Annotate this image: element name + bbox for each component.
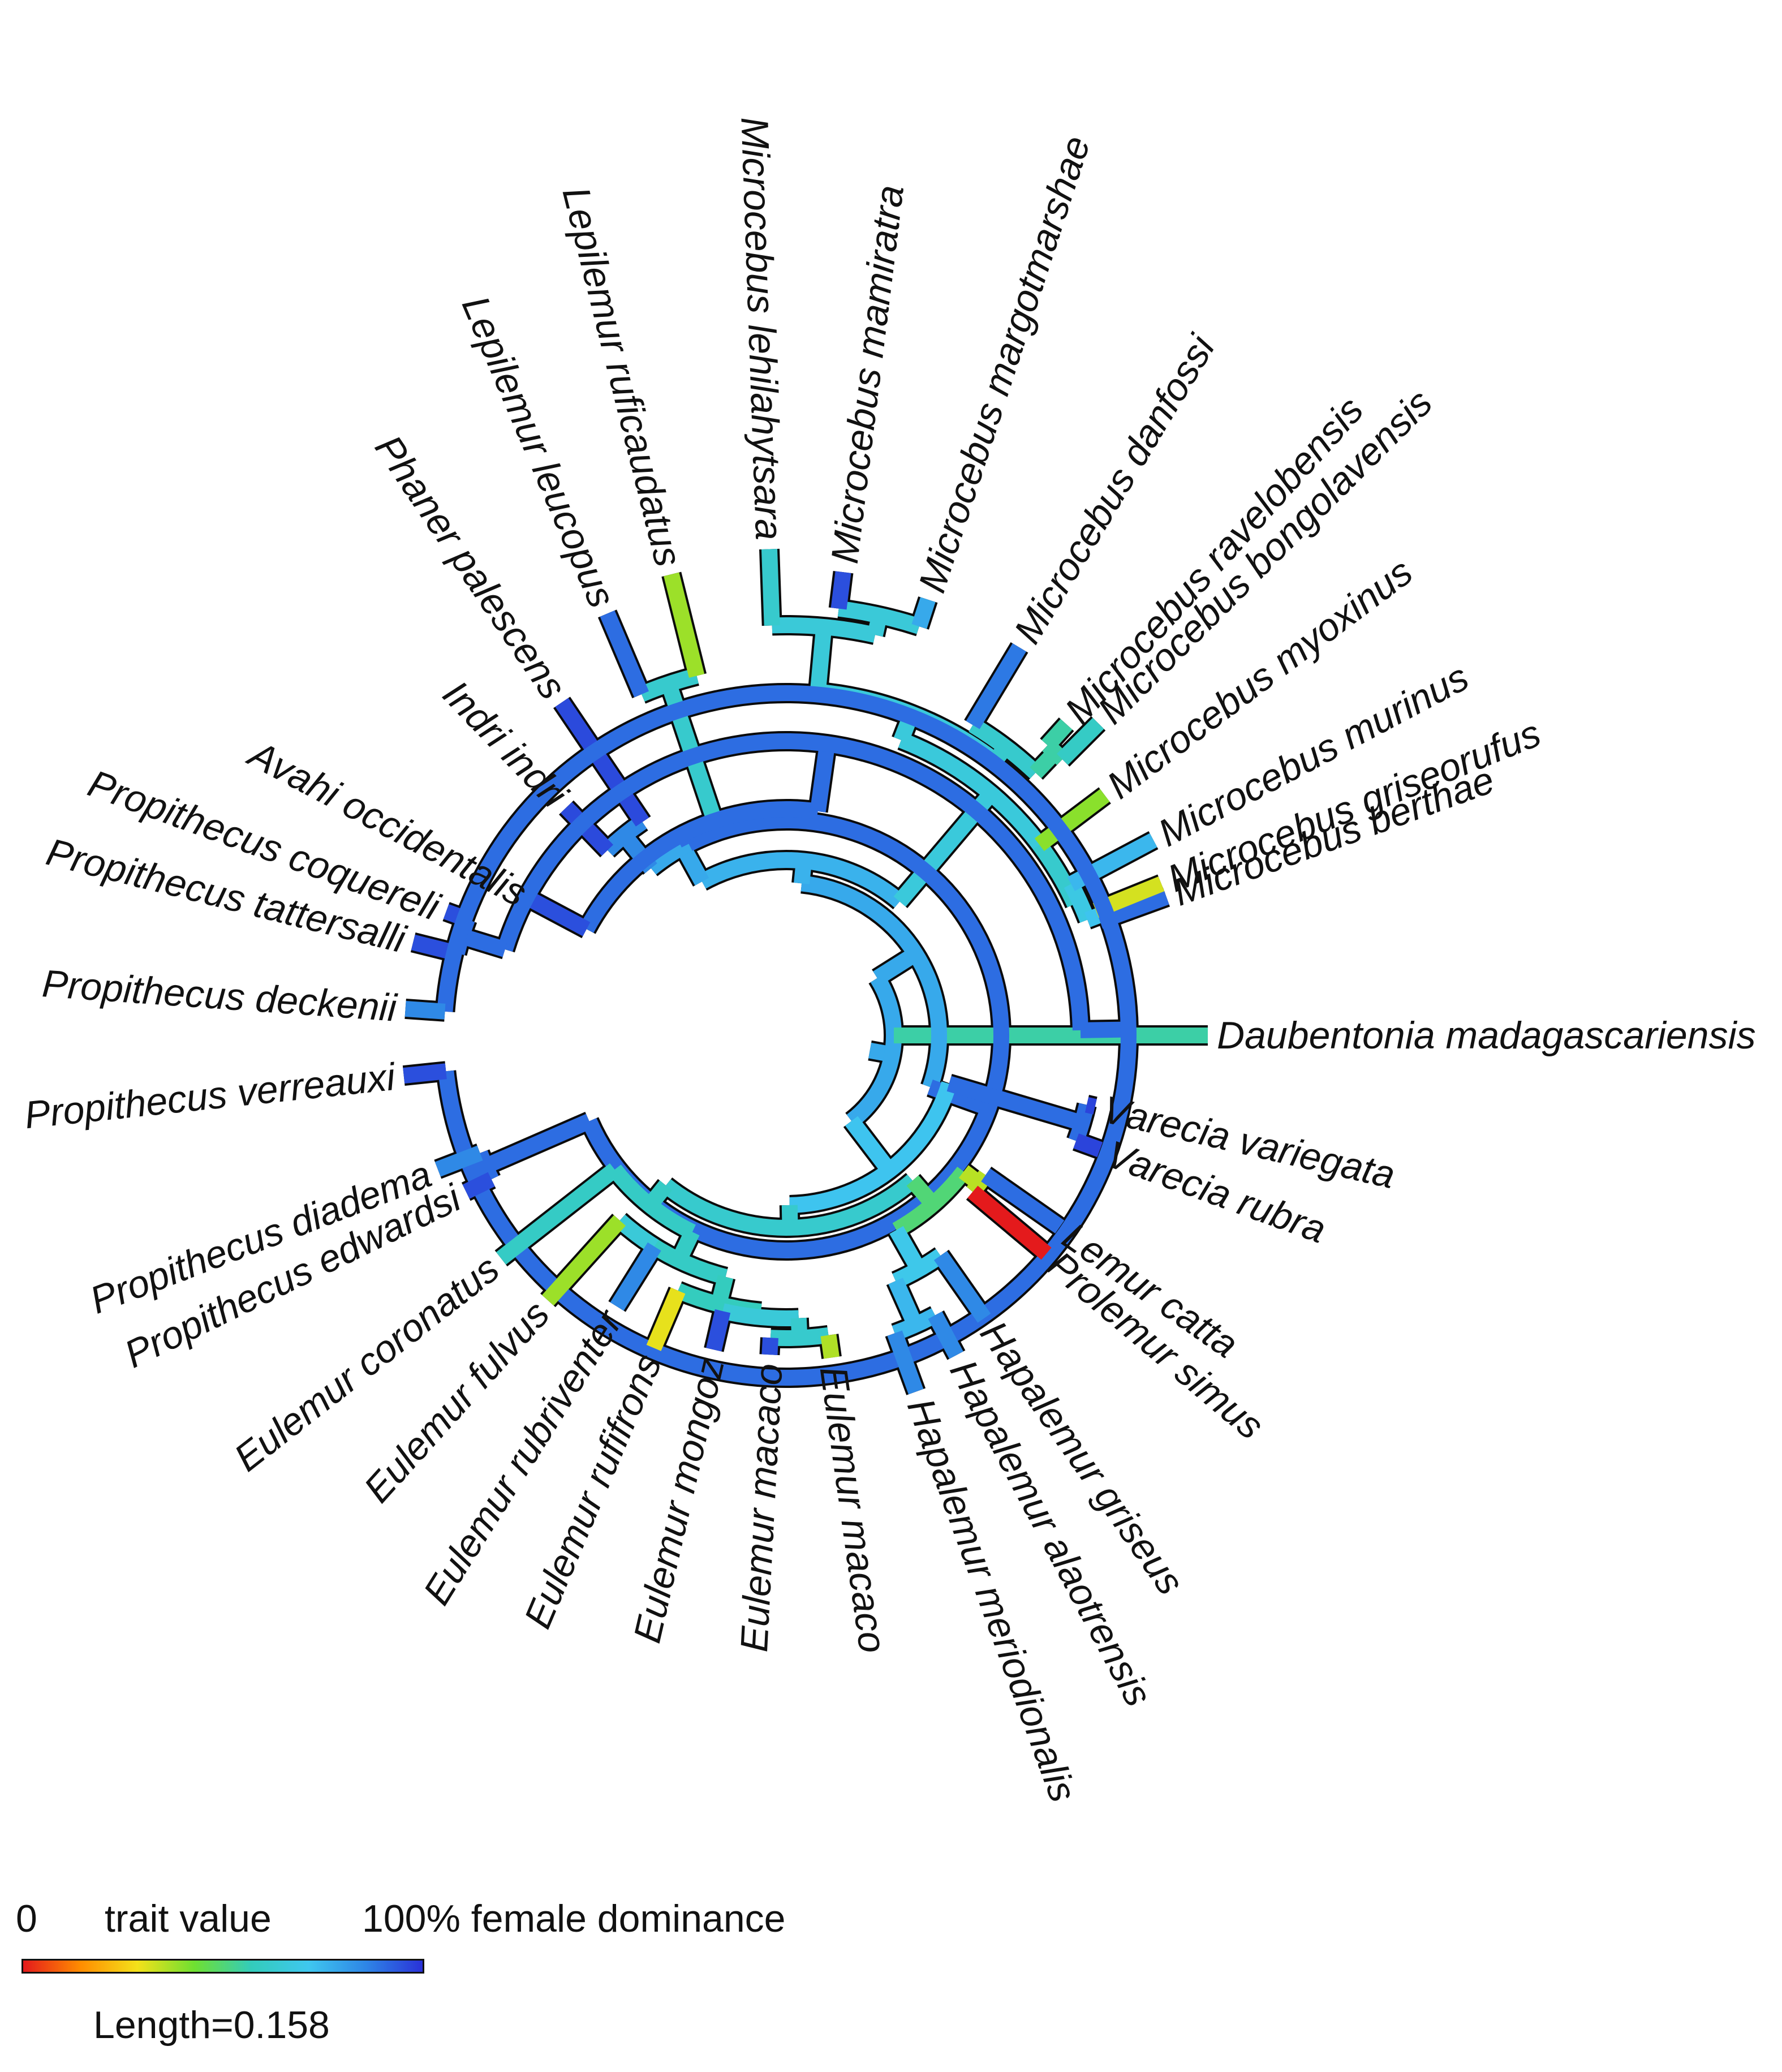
node-arc-21 [770, 1327, 830, 1346]
branch-21-0 [761, 1337, 778, 1355]
branch-5-0 [911, 597, 936, 629]
branch-10-0 [555, 698, 649, 827]
tip-label: Propithecus verreauxi [23, 1055, 398, 1137]
branch-28-0 [967, 1185, 1052, 1260]
branch-3-1 [1041, 719, 1073, 751]
tip-label: Eulemur macaco [812, 1364, 894, 1656]
branch-26-0 [887, 1330, 924, 1395]
node-arc-14 [437, 685, 1137, 1386]
branch-2-1 [1034, 789, 1110, 852]
node-arc-5 [837, 600, 922, 634]
branch-6-1 [761, 549, 780, 626]
branch-9-0 [664, 572, 705, 678]
branch-25-0 [496, 1163, 620, 1265]
branch-7-1 [810, 626, 832, 693]
tip-label: Eulemur macaco [733, 1362, 791, 1653]
branch-20-1 [610, 1242, 661, 1311]
branch-27-1 [933, 1251, 991, 1323]
branch-length-scale: Length=0.158 [93, 2004, 330, 2047]
node-arc-6 [772, 617, 877, 643]
node-arc-27 [892, 1249, 945, 1288]
node-arc-20 [614, 1214, 659, 1254]
node-arc-4 [969, 718, 1041, 779]
node-arc-18 [582, 813, 1009, 1258]
branch-9-1 [600, 610, 649, 698]
branch-5-1 [830, 571, 851, 610]
branch-17-0 [434, 1145, 483, 1177]
branch-21-1 [820, 1334, 840, 1359]
legend-min-label: 0 [16, 1897, 37, 1940]
node-arc-26 [892, 1308, 939, 1341]
node-arc-25 [608, 1164, 696, 1239]
node-arc-22 [721, 1303, 799, 1326]
node-arc-16 [579, 801, 819, 933]
branch-14-1 [403, 1063, 447, 1084]
legend-max-label: 100% female dominance [362, 1897, 786, 1940]
branch-15-1 [1080, 1021, 1129, 1038]
node-arc-32 [789, 1081, 957, 1213]
branch-27-0 [888, 1278, 923, 1329]
branch-31-1 [1084, 1097, 1097, 1115]
branch-4-1 [966, 643, 1027, 729]
tree-branches [403, 549, 1208, 1395]
branch-16-0 [528, 893, 591, 936]
node-arc-15 [497, 733, 1088, 1031]
branch-16-1 [810, 743, 836, 813]
tip-label: Daubentonia madagascariensis [1217, 1014, 1756, 1057]
tip-label: Microcebus lehilahytsara [733, 116, 790, 541]
legend-title: trait value [105, 1897, 272, 1940]
tip-label: Propithecus deckenii [41, 962, 399, 1030]
node-arc-30 [661, 1175, 918, 1236]
branch-28-1 [981, 1168, 1065, 1233]
tip-label: Microcebus ravelobensis [1057, 389, 1372, 732]
branch-32-1 [946, 1076, 1084, 1131]
node-arc-29 [892, 1166, 970, 1237]
branch-23-0 [646, 1287, 686, 1351]
branch-20-0 [542, 1215, 626, 1306]
node-arc-19 [800, 875, 947, 1090]
branch-31-0 [1073, 1133, 1103, 1157]
branch-26-1 [928, 1311, 963, 1359]
branch-22-0 [706, 1309, 731, 1352]
node-arc-33 [846, 974, 902, 1128]
node-arc-31 [1068, 1103, 1095, 1144]
branch-17-1 [462, 1172, 495, 1199]
branch-33-2 [845, 1116, 896, 1176]
branch-14-0 [404, 1000, 446, 1020]
node-arc-10 [602, 815, 647, 856]
branch-3-0 [1057, 717, 1104, 765]
branch-18-1 [482, 1114, 593, 1174]
color-scale-bar [21, 1959, 424, 1974]
node-arc-9 [638, 668, 699, 702]
node-arc-12 [698, 852, 905, 908]
tip-label: Microcebus mamiratra [823, 183, 912, 566]
